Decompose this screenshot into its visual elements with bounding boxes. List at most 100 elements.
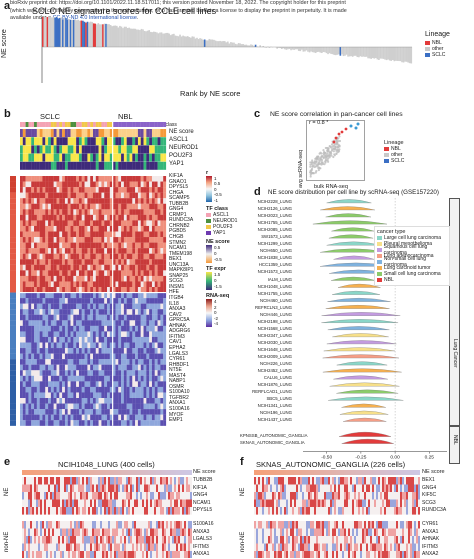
expression-cell [374,529,376,537]
ne-score-bar [338,47,340,54]
heatmap-cell [79,415,82,421]
annotation-cell [59,154,62,162]
heatmap-cell [104,331,107,337]
expression-cell [142,485,144,493]
expression-cell [106,500,108,508]
heatmap-cell [152,215,155,221]
heatmap-cell [57,198,60,204]
heatmap-cell [115,354,118,360]
heatmap-cell [104,315,107,321]
expression-cell [110,485,112,493]
heatmap-cell [152,209,155,215]
heatmap-cell [51,320,54,326]
heatmap-cell [23,309,26,315]
heatmap-cell [96,176,99,182]
heatmap-cell [160,309,163,315]
heatmap-cell [68,232,71,238]
heatmap-cell [65,404,68,410]
heatmap-cell [57,398,60,404]
heatmap-cell [141,209,144,215]
heatmap-cell [68,370,71,376]
heatmap-cell [76,331,79,337]
expression-cell [152,544,154,552]
ne-score-cell [374,470,376,475]
heatmap-cell [127,392,130,398]
annotation-cell [160,154,163,162]
expression-cell [146,521,148,529]
heatmap-cell [73,276,76,282]
expression-cell [392,477,394,485]
expression-cell [58,529,60,537]
ne-score-bar [304,47,306,51]
heatmap-cell [76,387,79,393]
expression-cell [416,492,418,500]
heatmap-cell [87,370,90,376]
heatmap-cell [104,376,107,382]
heatmap-cell [82,248,85,254]
heatmap-cell [93,331,96,337]
ne-score-bar [361,47,363,57]
expression-cell [58,551,60,558]
heatmap-cell [144,309,147,315]
expression-cell [312,500,314,508]
expression-cell [120,500,122,508]
ne-score-bar [108,24,110,47]
expression-cell [308,492,310,500]
heatmap-cell [85,176,88,182]
tf-class-cell [26,122,29,127]
heatmap-cell [57,187,60,193]
annotation-cell [138,129,141,137]
ne-score-cell [190,470,192,475]
heatmap-cell [101,293,104,299]
expression-cell [280,529,282,537]
ne-score-bar [381,47,383,59]
heatmap-cell [79,387,82,393]
expression-cell [176,536,178,544]
heatmap-cell [34,232,37,238]
expression-cell [284,477,286,485]
annotation-cell [146,129,149,137]
heatmap-cell [121,204,124,210]
ne-score-bar [232,43,234,47]
expression-cell [182,544,184,552]
expression-cell [344,492,346,500]
heatmap-cell [127,209,130,215]
heatmap-cell [115,415,118,421]
heatmap-cell [62,309,65,315]
annotation-cell [76,145,79,153]
annotation-cell [71,145,74,153]
expression-cell [166,477,168,485]
expression-cell [24,492,26,500]
heatmap-cell [96,259,99,265]
annotation-cell [82,154,85,162]
heatmap-cell [31,381,34,387]
annotation-cell [20,129,23,137]
heatmap-cell [59,293,62,299]
annotation-cell [68,137,71,145]
heatmap-cell [146,298,149,304]
heatmap-cell [115,398,118,404]
heatmap-cell [115,215,118,221]
heatmap-cell [42,265,45,271]
heatmap-cell [79,232,82,238]
heatmap-cell [115,182,118,188]
heatmap-cell [118,254,121,260]
expression-cell [132,485,134,493]
heatmap-cell [62,215,65,221]
expression-cell [144,529,146,537]
heatmap-cell [23,265,26,271]
expression-cell [84,536,86,544]
heatmap-cell [42,204,45,210]
heatmap-cell [144,243,147,249]
expression-cell [332,507,334,515]
heatmap-cell [57,343,60,349]
heatmap-cell [85,237,88,243]
heatmap-cell [71,265,74,271]
panel-d-legend-swatch [377,242,382,246]
expression-cell [42,529,44,537]
heatmap-cell [57,381,60,387]
expression-cell [176,507,178,515]
expression-cell [24,551,26,558]
tf-class-cell [57,122,60,127]
ne-score-bar [87,22,89,47]
